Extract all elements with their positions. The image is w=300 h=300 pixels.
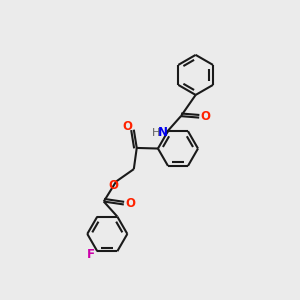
Text: F: F (87, 248, 95, 261)
Text: H: H (152, 128, 161, 138)
Text: O: O (201, 110, 211, 123)
Text: O: O (125, 197, 135, 210)
Text: N: N (158, 126, 168, 140)
Text: O: O (108, 179, 118, 192)
Text: O: O (122, 120, 132, 133)
